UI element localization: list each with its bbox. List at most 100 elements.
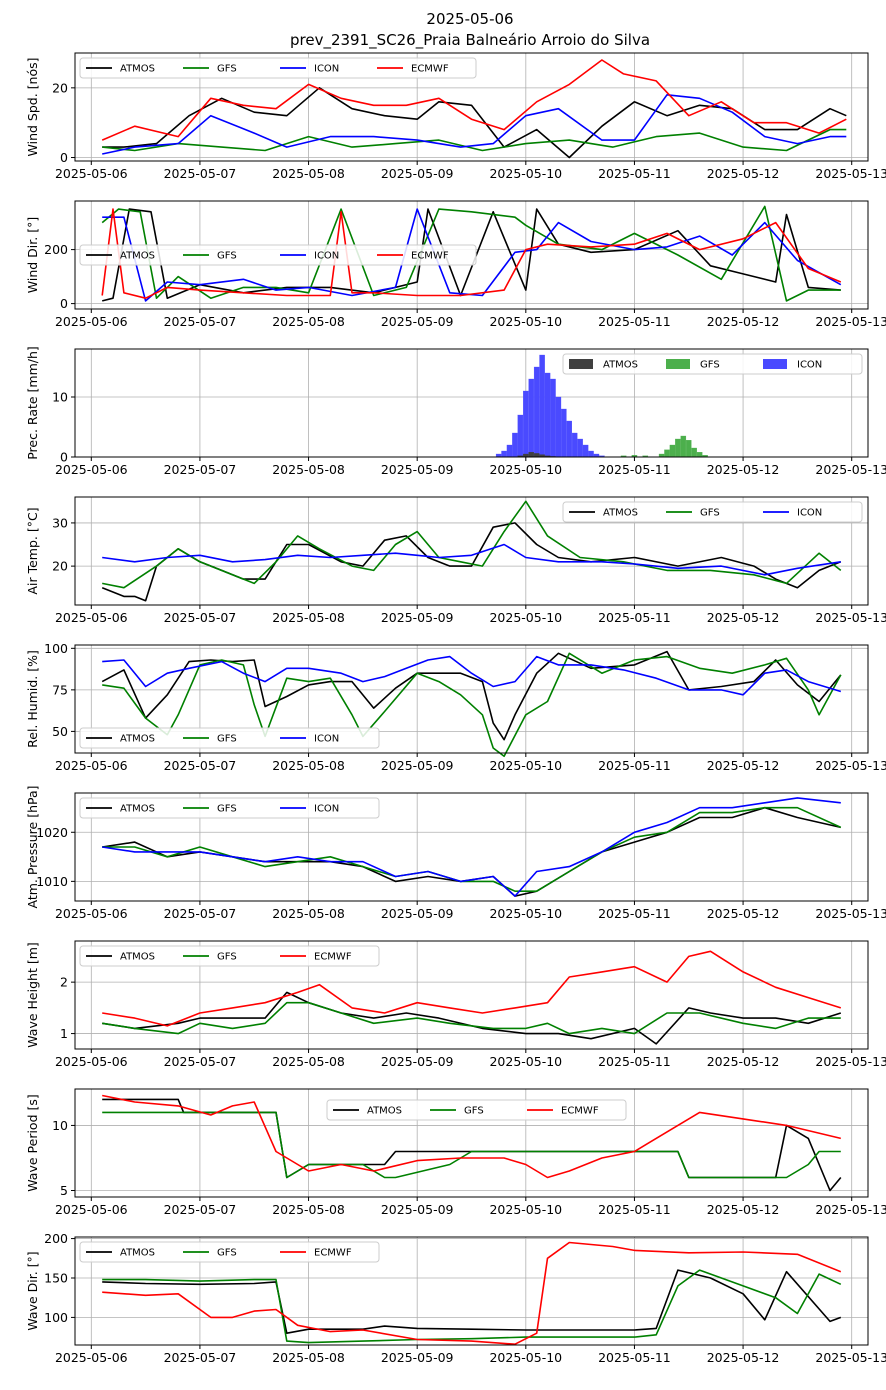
legend-label-atmos: ATMOS bbox=[367, 1106, 402, 1117]
x-tick-label: 2025-05-13 bbox=[815, 314, 886, 329]
x-tick-label: 2025-05-13 bbox=[815, 758, 886, 773]
series-line-icon bbox=[102, 94, 847, 155]
bar-gfs bbox=[680, 435, 687, 458]
panel-6: 2025-05-06 2025-05-07 2025-05-08 2025-05-09… bbox=[25, 940, 886, 1069]
legend-swatch-atmos bbox=[569, 359, 593, 369]
bar-icon bbox=[506, 444, 513, 458]
x-tick-label: 2025-05-09 bbox=[381, 758, 454, 773]
x-tick-label: 2025-05-09 bbox=[381, 906, 454, 921]
series-line-atmos bbox=[101, 522, 842, 602]
x-tick-label: 2025-05-09 bbox=[381, 1202, 454, 1217]
axes-frame bbox=[74, 348, 869, 458]
x-tick-label: 2025-05-08 bbox=[272, 462, 345, 477]
x-tick-label: 2025-05-08 bbox=[272, 610, 345, 625]
x-tick-label: 2025-05-11 bbox=[598, 462, 671, 477]
series-line-ecmwf bbox=[102, 1241, 842, 1345]
legend-label-atmos: ATMOS bbox=[120, 804, 155, 815]
bar-gfs bbox=[664, 449, 670, 458]
series-line-atmos bbox=[102, 806, 841, 897]
x-tick-label: 2025-05-07 bbox=[164, 906, 237, 921]
bar-atmos bbox=[533, 453, 540, 458]
y-axis-label: Wave Height [m] bbox=[25, 942, 40, 1048]
panel-1: 2025-05-06 2025-05-07 2025-05-08 2025-05-09… bbox=[25, 200, 886, 329]
x-tick-label: 2025-05-06 bbox=[55, 758, 128, 773]
y-tick-label: 20 bbox=[52, 559, 68, 574]
x-tick-label: 2025-05-11 bbox=[598, 1054, 671, 1069]
legend-label-gfs: GFS bbox=[217, 64, 237, 75]
axes-frame bbox=[74, 200, 869, 310]
series-line-icon bbox=[102, 797, 841, 897]
series-line-gfs bbox=[102, 652, 842, 758]
x-tick-label: 2025-05-13 bbox=[815, 1350, 886, 1365]
panel-8: 2025-05-06 2025-05-07 2025-05-08 2025-05-09… bbox=[25, 1231, 886, 1365]
x-tick-label: 2025-05-08 bbox=[272, 1350, 345, 1365]
panel-5: 2025-05-06 2025-05-07 2025-05-08 2025-05-09… bbox=[25, 785, 886, 921]
legend-label-atmos: ATMOS bbox=[120, 1248, 155, 1259]
x-tick-label: 2025-05-13 bbox=[815, 610, 886, 625]
x-tick-label: 2025-05-10 bbox=[489, 1202, 562, 1217]
legend-label-ecmwf: ECMWF bbox=[314, 1248, 352, 1259]
x-tick-label: 2025-05-06 bbox=[55, 906, 128, 921]
legend-label-ecmwf: ECMWF bbox=[314, 952, 352, 963]
x-tick-label: 2025-05-09 bbox=[381, 166, 454, 181]
legend-label-ecmwf: ECMWF bbox=[411, 64, 449, 75]
bar-icon bbox=[533, 366, 540, 458]
chart-panels: 2025-05-06 2025-05-07 2025-05-08 2025-05-09… bbox=[25, 52, 886, 1365]
x-tick-label: 2025-05-12 bbox=[707, 462, 780, 477]
series-line-gfs bbox=[102, 1111, 841, 1179]
legend-label-icon: ICON bbox=[314, 64, 339, 75]
x-tick-label: 2025-05-09 bbox=[381, 610, 454, 625]
legend: ATMOS GFS ICON ECMWF bbox=[79, 244, 477, 266]
x-tick-label: 2025-05-10 bbox=[489, 314, 562, 329]
x-tick-label: 2025-05-12 bbox=[707, 610, 780, 625]
x-tick-label: 2025-05-10 bbox=[489, 462, 562, 477]
series-line-ecmwf bbox=[101, 208, 842, 300]
x-tick-label: 2025-05-13 bbox=[815, 1202, 886, 1217]
x-tick-label: 2025-05-08 bbox=[272, 1202, 345, 1217]
axes-frame bbox=[74, 792, 869, 902]
x-tick-label: 2025-05-11 bbox=[598, 314, 671, 329]
y-tick-label: 0 bbox=[60, 450, 68, 465]
bar-icon bbox=[566, 420, 572, 458]
legend-label-icon: ICON bbox=[314, 804, 339, 815]
y-tick-label: 20 bbox=[52, 80, 68, 95]
legend-label-gfs: GFS bbox=[217, 1248, 237, 1259]
x-tick-label: 2025-05-13 bbox=[815, 906, 886, 921]
axes-frame bbox=[74, 1236, 869, 1346]
legend-box bbox=[562, 501, 863, 523]
y-tick-label: 2 bbox=[60, 975, 68, 990]
bar-icon bbox=[517, 414, 524, 458]
panel-0: 2025-05-06 2025-05-07 2025-05-08 2025-05-09… bbox=[25, 52, 886, 181]
x-tick-label: 2025-05-10 bbox=[489, 906, 562, 921]
y-tick-label: 10 bbox=[52, 390, 68, 405]
bar-atmos bbox=[528, 452, 534, 458]
panel-7: 2025-05-06 2025-05-07 2025-05-08 2025-05-09… bbox=[25, 1088, 886, 1217]
series-line-atmos bbox=[102, 208, 841, 302]
series-line-gfs bbox=[102, 1001, 841, 1035]
bar-gfs bbox=[686, 440, 692, 458]
bar-gfs bbox=[696, 452, 703, 458]
panel-2: 2025-05-06 2025-05-07 2025-05-08 2025-05-09… bbox=[25, 346, 886, 477]
y-tick-label: 30 bbox=[52, 515, 68, 530]
panel-4: 2025-05-06 2025-05-07 2025-05-08 2025-05-09… bbox=[25, 641, 886, 773]
legend-label-ecmwf: ECMWF bbox=[411, 251, 449, 262]
legend-label-icon: ICON bbox=[314, 734, 339, 745]
legend-label-ecmwf: ECMWF bbox=[561, 1106, 599, 1117]
legend-label-atmos: ATMOS bbox=[120, 952, 155, 963]
x-tick-label: 2025-05-10 bbox=[489, 758, 562, 773]
x-tick-label: 2025-05-12 bbox=[707, 1350, 780, 1365]
x-tick-label: 2025-05-06 bbox=[55, 1350, 128, 1365]
legend-label-gfs: GFS bbox=[464, 1106, 484, 1117]
legend-label-gfs: GFS bbox=[217, 804, 237, 815]
bar-icon bbox=[539, 354, 545, 458]
x-tick-label: 2025-05-11 bbox=[598, 1350, 671, 1365]
series-line-ecmwf bbox=[102, 950, 842, 1027]
y-tick-label: 200 bbox=[44, 1231, 68, 1246]
y-axis-label: Rel. Humid. [%] bbox=[25, 650, 40, 748]
legend-label-icon: ICON bbox=[797, 360, 822, 371]
series-line-ecmwf bbox=[101, 59, 847, 141]
series-line-icon bbox=[102, 655, 842, 696]
x-tick-label: 2025-05-08 bbox=[272, 166, 345, 181]
legend-label-atmos: ATMOS bbox=[120, 251, 155, 262]
legend-label-atmos: ATMOS bbox=[120, 734, 155, 745]
